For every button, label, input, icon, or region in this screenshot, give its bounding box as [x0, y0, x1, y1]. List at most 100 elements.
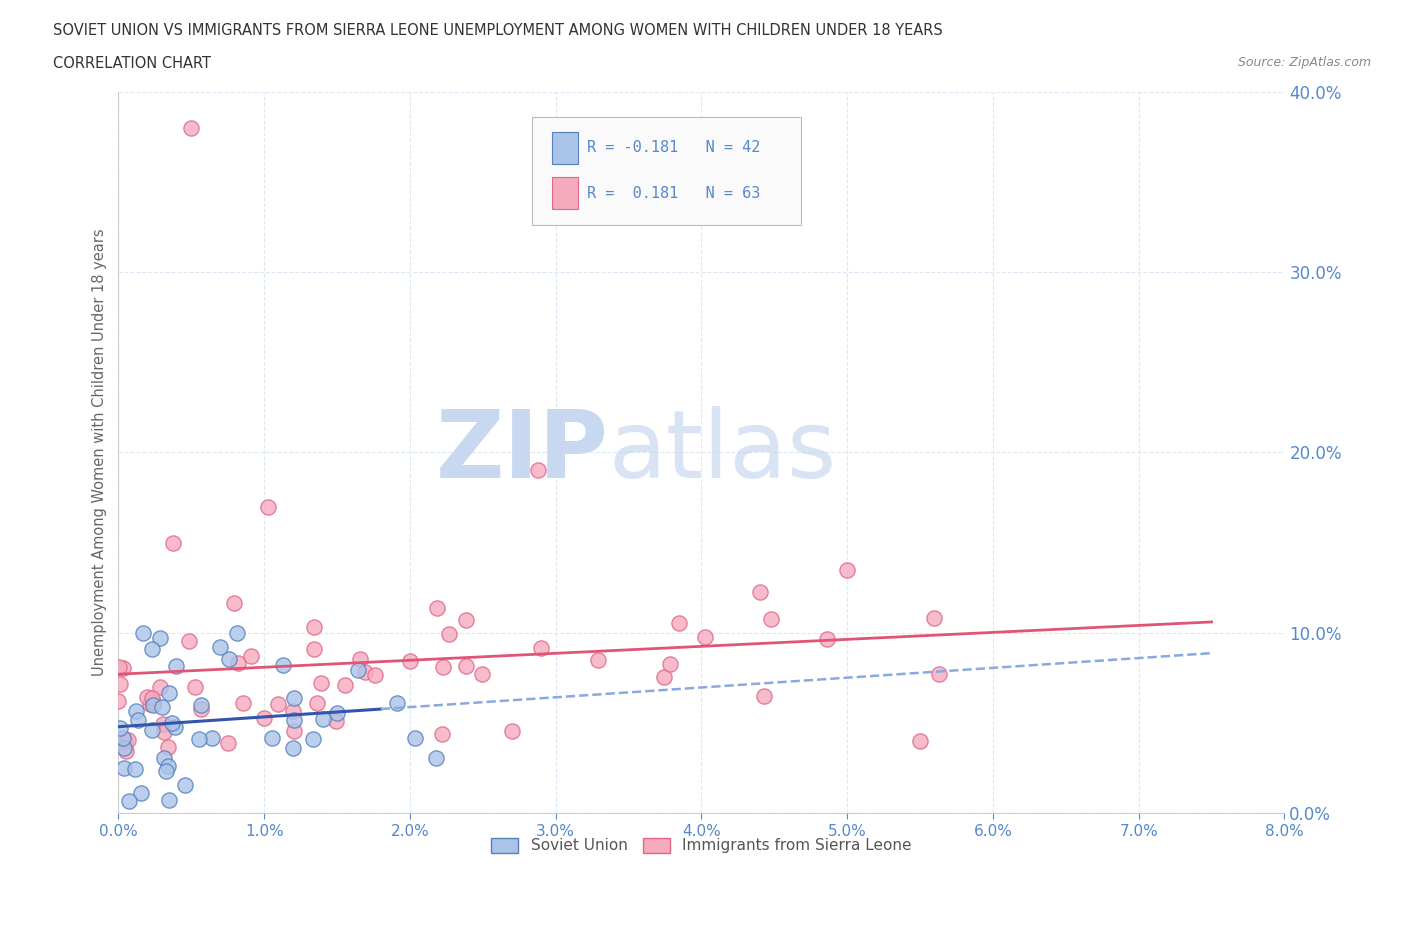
- Point: [165, 658, 187, 673]
- Point: [302, 619, 325, 634]
- Point: [180, 120, 202, 135]
- Point: [139, 697, 162, 711]
- Point: [432, 660, 454, 675]
- Text: Source: ZipAtlas.com: Source: ZipAtlas.com: [1237, 56, 1371, 69]
- Point: [347, 662, 370, 677]
- Point: [302, 731, 325, 746]
- Point: [815, 631, 838, 646]
- Point: [190, 701, 212, 716]
- Text: atlas: atlas: [609, 406, 837, 498]
- Point: [425, 751, 447, 765]
- Point: [267, 697, 290, 711]
- Point: [112, 730, 135, 745]
- Point: [201, 730, 224, 745]
- Point: [152, 716, 174, 731]
- Point: [108, 659, 131, 674]
- Point: [141, 723, 163, 737]
- FancyBboxPatch shape: [553, 131, 578, 164]
- Point: [190, 698, 212, 712]
- Point: [253, 711, 276, 725]
- FancyBboxPatch shape: [553, 177, 578, 209]
- FancyBboxPatch shape: [533, 117, 800, 225]
- Point: [226, 625, 249, 640]
- Legend: Soviet Union, Immigrants from Sierra Leone: Soviet Union, Immigrants from Sierra Leo…: [485, 831, 918, 859]
- Point: [908, 734, 931, 749]
- Point: [309, 675, 332, 690]
- Point: [218, 651, 240, 666]
- Point: [658, 657, 681, 671]
- Point: [652, 670, 675, 684]
- Point: [177, 633, 200, 648]
- Point: [283, 690, 305, 705]
- Point: [150, 699, 173, 714]
- Point: [110, 720, 132, 735]
- Point: [454, 658, 477, 673]
- Point: [454, 612, 477, 627]
- Point: [153, 724, 176, 739]
- Point: [283, 712, 305, 727]
- Point: [107, 694, 129, 709]
- Point: [136, 690, 159, 705]
- Point: [349, 651, 371, 666]
- Point: [112, 740, 135, 755]
- Point: [142, 698, 165, 712]
- Point: [586, 652, 609, 667]
- Point: [142, 695, 165, 710]
- Point: [748, 585, 770, 600]
- Point: [437, 627, 460, 642]
- Point: [837, 563, 859, 578]
- Point: [217, 736, 239, 751]
- Point: [307, 696, 329, 711]
- Point: [470, 667, 492, 682]
- Point: [922, 611, 945, 626]
- Point: [224, 595, 246, 610]
- Point: [260, 731, 283, 746]
- Point: [312, 711, 335, 726]
- Point: [432, 726, 454, 741]
- Y-axis label: Unemployment Among Women with Children Under 18 years: Unemployment Among Women with Children U…: [93, 229, 107, 676]
- Text: R =  0.181   N = 63: R = 0.181 N = 63: [588, 186, 761, 201]
- Point: [112, 761, 135, 776]
- Point: [256, 499, 278, 514]
- Point: [153, 751, 176, 765]
- Point: [325, 713, 347, 728]
- Point: [283, 740, 305, 755]
- Point: [928, 667, 950, 682]
- Point: [132, 625, 155, 640]
- Point: [226, 655, 249, 670]
- Point: [426, 601, 449, 616]
- Point: [527, 463, 550, 478]
- Point: [385, 696, 408, 711]
- Point: [240, 649, 263, 664]
- Point: [364, 667, 387, 682]
- Point: [127, 712, 149, 727]
- Point: [111, 661, 134, 676]
- Point: [188, 731, 211, 746]
- Point: [157, 685, 180, 700]
- Point: [183, 679, 205, 694]
- Point: [530, 641, 553, 656]
- Point: [114, 734, 136, 749]
- Point: [125, 703, 148, 718]
- Point: [141, 642, 163, 657]
- Point: [124, 762, 146, 777]
- Point: [149, 680, 172, 695]
- Point: [501, 724, 523, 738]
- Point: [118, 793, 141, 808]
- Point: [174, 777, 197, 792]
- Point: [759, 612, 782, 627]
- Point: [156, 758, 179, 773]
- Point: [149, 631, 172, 645]
- Point: [335, 678, 357, 693]
- Text: CORRELATION CHART: CORRELATION CHART: [53, 56, 211, 71]
- Point: [157, 792, 180, 807]
- Point: [326, 705, 349, 720]
- Text: ZIP: ZIP: [436, 406, 609, 498]
- Point: [232, 696, 254, 711]
- Point: [271, 658, 294, 672]
- Point: [353, 665, 375, 680]
- Point: [117, 733, 139, 748]
- Point: [754, 688, 776, 703]
- Point: [163, 720, 186, 735]
- Point: [208, 640, 231, 655]
